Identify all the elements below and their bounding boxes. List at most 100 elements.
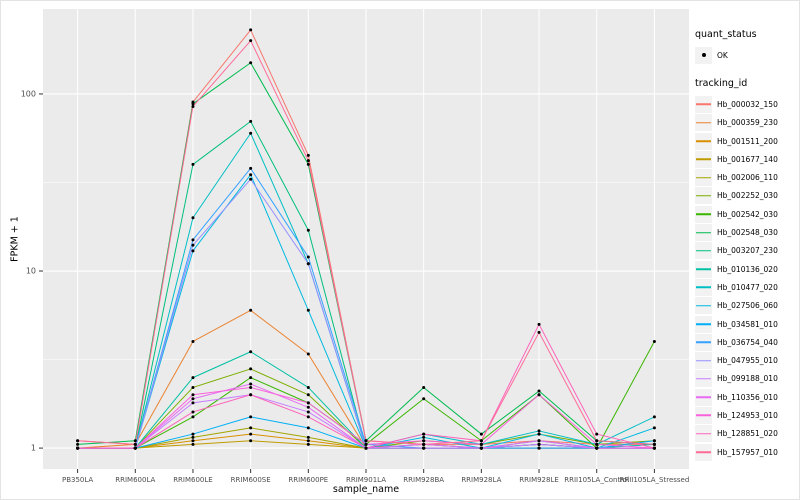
legend-item-Hb_124953_010: Hb_124953_010 — [695, 406, 799, 424]
line-key-icon — [695, 150, 712, 168]
color-line-icon — [696, 213, 711, 215]
legend-item-Hb_027506_060: Hb_027506_060 — [695, 297, 799, 315]
black-point-icon — [701, 53, 706, 58]
line-key-icon — [695, 443, 712, 461]
color-line-icon — [696, 103, 711, 106]
data-point — [306, 410, 310, 414]
line-key-icon — [695, 242, 712, 260]
data-point — [249, 173, 253, 177]
data-point — [364, 439, 368, 443]
legend-item-Hb_000359_230: Hb_000359_230 — [695, 114, 799, 132]
data-point — [249, 367, 253, 371]
data-point — [479, 442, 483, 446]
legend-label: Hb_002548_030 — [717, 228, 778, 238]
color-line-icon — [696, 378, 711, 380]
data-point — [537, 439, 541, 443]
data-point — [191, 442, 195, 446]
legend-item-Hb_003207_230: Hb_003207_230 — [695, 242, 799, 260]
y-tick-label: 1 — [30, 443, 36, 453]
x-tick-label: RRIM600SE — [230, 476, 271, 484]
data-point — [306, 255, 310, 259]
x-tick-label: RRIM600LA — [115, 476, 156, 484]
color-line-icon — [696, 140, 711, 142]
data-point — [422, 385, 426, 389]
line-key-icon — [695, 114, 712, 132]
legend-label: Hb_157957_010 — [717, 447, 778, 457]
legend-label: Hb_036754_040 — [717, 337, 778, 347]
data-point — [652, 426, 656, 430]
data-point — [249, 28, 253, 32]
legend-item-Hb_047955_010: Hb_047955_010 — [695, 351, 799, 370]
data-point — [191, 410, 195, 414]
x-tick-label: RRIM600PE — [288, 476, 329, 484]
x-tick-label: RRIM928BA — [403, 476, 445, 484]
x-tick-label: RRIM600LE — [173, 476, 213, 484]
data-point — [76, 439, 80, 443]
data-point — [191, 162, 195, 166]
data-point — [422, 435, 426, 439]
data-point — [652, 339, 656, 343]
color-line-icon — [696, 304, 711, 307]
line-key-icon — [695, 187, 712, 205]
legend: quant_status OK tracking_id Hb_000032_15… — [695, 29, 799, 461]
line-key-icon — [695, 205, 712, 223]
line-key-icon — [695, 95, 712, 113]
legend-label: Hb_110356_010 — [717, 392, 778, 402]
data-point — [364, 442, 368, 446]
data-point — [249, 385, 253, 389]
point-key-icon — [695, 46, 712, 64]
x-tick-label: RRIM928LE — [519, 476, 559, 484]
data-point — [306, 401, 310, 405]
line-key-icon — [695, 278, 712, 296]
color-line-icon — [696, 250, 711, 252]
data-point — [133, 442, 137, 446]
data-point — [479, 432, 483, 436]
legend-label: Hb_002542_030 — [717, 209, 778, 219]
legend-label: Hb_027506_060 — [717, 301, 778, 311]
data-point — [249, 177, 253, 181]
line-key-icon — [695, 297, 712, 315]
legend-item-Hb_110356_010: Hb_110356_010 — [695, 388, 799, 406]
data-point — [306, 352, 310, 356]
legend-item-Hb_000032_150: Hb_000032_150 — [695, 95, 799, 113]
data-point — [306, 405, 310, 409]
legend-item-Hb_002006_110: Hb_002006_110 — [695, 168, 799, 187]
line-key-icon — [695, 224, 712, 242]
legend-item-Hb_001511_200: Hb_001511_200 — [695, 132, 799, 150]
legend-label: Hb_128851_020 — [717, 429, 778, 439]
data-point — [537, 446, 541, 450]
legend-item-Hb_002542_030: Hb_002542_030 — [695, 205, 799, 223]
line-key-icon — [695, 260, 712, 278]
data-point — [652, 446, 656, 450]
data-point — [306, 153, 310, 157]
line-key-icon — [695, 352, 712, 370]
data-point — [595, 432, 599, 436]
line-key-icon — [695, 370, 712, 388]
legend-group-tracking-id: tracking_id Hb_000032_150 Hb_000359_230 Hb… — [695, 78, 799, 461]
data-point — [537, 322, 541, 326]
data-point — [249, 432, 253, 436]
legend-label: Hb_010136_020 — [717, 264, 778, 274]
data-point — [249, 119, 253, 123]
data-point — [249, 166, 253, 170]
legend-item-Hb_001677_140: Hb_001677_140 — [695, 150, 799, 168]
data-point — [652, 415, 656, 419]
data-point — [249, 376, 253, 380]
color-line-icon — [696, 323, 711, 325]
data-point — [595, 439, 599, 443]
data-point — [422, 442, 426, 446]
data-point — [191, 249, 195, 253]
data-point — [191, 432, 195, 436]
legend-item-ok: OK — [695, 46, 799, 64]
data-point — [652, 439, 656, 443]
data-point — [422, 446, 426, 450]
data-point — [306, 415, 310, 419]
data-point — [364, 446, 368, 450]
data-point — [191, 216, 195, 220]
data-point — [191, 243, 195, 247]
data-point — [191, 339, 195, 343]
data-point — [191, 393, 195, 397]
x-axis-title: sample_name — [332, 484, 400, 495]
line-key-icon — [695, 169, 712, 187]
